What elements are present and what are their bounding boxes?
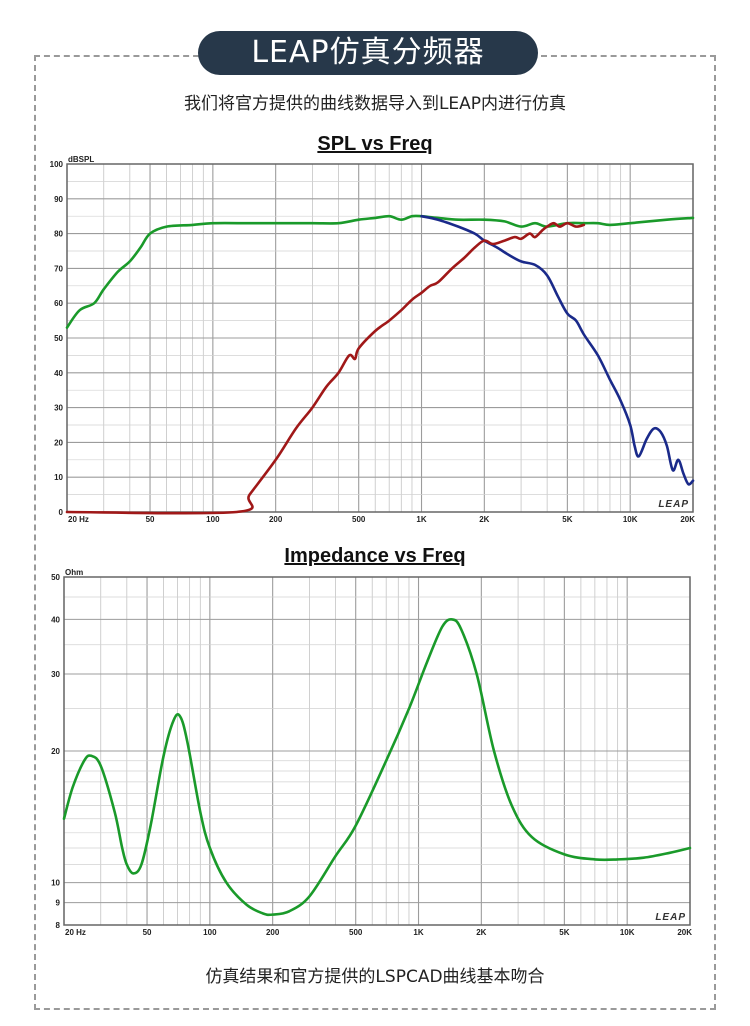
x-tick-label: 50 (143, 928, 152, 937)
y-tick-label: 70 (54, 264, 63, 273)
leap-watermark: LEAP (655, 912, 686, 923)
x-tick-label: 1K (416, 515, 426, 524)
y-tick-label: 30 (51, 670, 60, 679)
y-tick-label: 100 (50, 160, 64, 169)
leap-watermark: LEAP (658, 499, 689, 510)
x-tick-label: 5K (559, 928, 569, 937)
x-tick-label: 2K (479, 515, 489, 524)
x-tick-label: 10K (623, 515, 638, 524)
y-tick-label: 80 (54, 230, 63, 239)
footer-note: 仿真结果和官方提供的LSPCAD曲线基本吻合 (205, 967, 545, 987)
x-tick-label: 100 (206, 515, 220, 524)
y-tick-label: 40 (51, 615, 60, 624)
y-tick-label: 10 (51, 879, 60, 888)
x-tick-label: 100 (203, 928, 217, 937)
x-tick-label: 200 (266, 928, 280, 937)
plot-frame (63, 576, 691, 926)
impedance-chart-title: Impedance vs Freq (284, 545, 466, 567)
x-tick-label: 20K (677, 928, 692, 937)
y-tick-label: 40 (54, 369, 63, 378)
x-tick-label: 20K (680, 515, 695, 524)
impedance-chart: 8 9 10 20 30 40 50 Ohm 20 Hz 50 100 200 500 1K 2K 5K 10K… (51, 568, 692, 937)
x-tick-label: 10K (620, 928, 635, 937)
y-tick-label: 9 (56, 899, 61, 908)
plot-frame (66, 163, 694, 513)
x-tick-label: 1K (413, 928, 423, 937)
y-tick-label: 50 (54, 334, 63, 343)
y-axis-label: Ohm (65, 568, 83, 577)
spl-chart: 0 10 20 30 40 50 60 70 80 90 100 dBSPL 20 Hz 50 100 200… (50, 155, 696, 524)
y-tick-label: 0 (59, 508, 64, 517)
x-tick-label: 500 (349, 928, 363, 937)
spl-chart-title: SPL vs Freq (317, 133, 433, 155)
y-tick-label: 60 (54, 299, 63, 308)
y-tick-label: 30 (54, 404, 63, 413)
page-title: LEAP仿真分频器 (198, 31, 538, 75)
y-tick-label: 20 (51, 747, 60, 756)
page-subtitle: 我们将官方提供的曲线数据导入到LEAP内进行仿真 (183, 94, 567, 114)
series-line-0 (65, 214, 695, 329)
y-tick-label: 10 (54, 473, 63, 482)
x-tick-label: 20 Hz (65, 928, 86, 937)
y-tick-label: 8 (56, 921, 61, 930)
x-tick-label: 5K (562, 515, 572, 524)
y-axis-label: dBSPL (68, 155, 94, 164)
y-tick-label: 50 (51, 573, 60, 582)
x-tick-label: 2K (476, 928, 486, 937)
y-tick-label: 20 (54, 438, 63, 447)
x-tick-label: 50 (146, 515, 155, 524)
x-tick-label: 20 Hz (68, 515, 89, 524)
y-tick-label: 90 (54, 195, 63, 204)
series-line-0 (62, 618, 692, 917)
x-tick-label: 200 (269, 515, 283, 524)
series-line-1 (420, 214, 695, 486)
series-line-2 (65, 221, 586, 515)
x-tick-label: 500 (352, 515, 366, 524)
